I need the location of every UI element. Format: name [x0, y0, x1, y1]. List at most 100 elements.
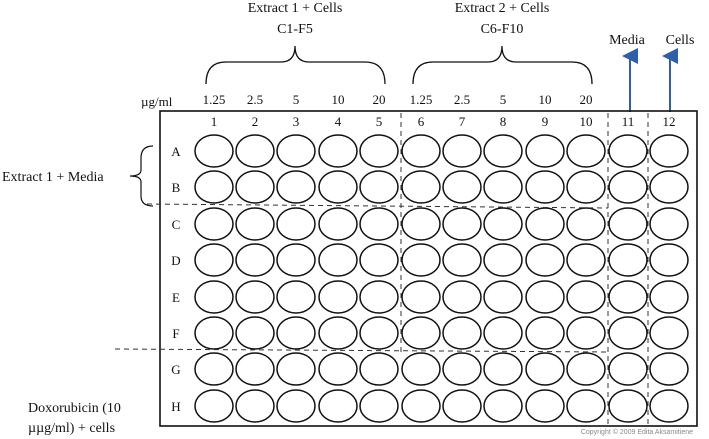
well-F3 [276, 316, 316, 350]
concentration-value: 2.5 [247, 92, 263, 107]
well-G1 [194, 352, 234, 386]
concentration-value: 10 [332, 92, 345, 107]
column-number: 2 [252, 114, 259, 129]
well-E10 [566, 280, 606, 314]
well-A1 [194, 134, 234, 168]
concentration-value: 10 [539, 92, 552, 107]
well-D4 [318, 243, 358, 277]
well-F1 [194, 316, 234, 350]
well-A11 [608, 134, 648, 168]
well-F6 [401, 316, 441, 350]
well-C2 [235, 207, 275, 241]
column-number: 3 [293, 114, 300, 129]
well-C6 [401, 207, 441, 241]
concentration-value: 20 [373, 92, 386, 107]
row-letter: F [172, 326, 179, 341]
well-C3 [276, 207, 316, 241]
well-E2 [235, 280, 275, 314]
well-H6 [401, 389, 441, 423]
column-number: 10 [580, 114, 593, 129]
column-number: 12 [663, 114, 676, 129]
well-G8 [483, 352, 523, 386]
group1-brace [205, 45, 386, 85]
divider-row-f-g [114, 348, 609, 353]
well-A8 [483, 134, 523, 168]
well-F11 [608, 316, 648, 350]
well-F2 [235, 316, 275, 350]
well-G6 [401, 352, 441, 386]
copyright-text: Copyright © 2009 Edita Aksamitiene [581, 428, 693, 436]
well-H1 [194, 389, 234, 423]
well-A3 [276, 134, 316, 168]
concentration-value: 5 [293, 92, 300, 107]
row-letter: C [172, 217, 181, 232]
well-G5 [359, 352, 399, 386]
row-letter: H [171, 399, 180, 414]
concentration-value: 1.25 [203, 92, 226, 107]
doxorubicin-label-line2: µµg/ml) + cells [28, 421, 115, 436]
well-D1 [194, 243, 234, 277]
well-E11 [608, 280, 648, 314]
group1-title: Extract 1 + Cells [248, 1, 343, 16]
column-number: 11 [622, 114, 635, 129]
well-G11 [608, 352, 648, 386]
wells [194, 134, 689, 423]
well-G2 [235, 352, 275, 386]
concentration-unit: µg/ml [141, 94, 173, 109]
divider-row-b-c [146, 203, 609, 209]
well-G9 [525, 352, 565, 386]
concentration-value: 2.5 [454, 92, 470, 107]
column-number: 1 [211, 114, 218, 129]
well-B1 [194, 170, 234, 204]
well-B6 [401, 170, 441, 204]
well-F9 [525, 316, 565, 350]
well-E7 [442, 280, 482, 314]
well-D6 [401, 243, 441, 277]
well-C8 [483, 207, 523, 241]
well-B11 [608, 170, 648, 204]
concentration-value: 5 [500, 92, 507, 107]
well-B2 [235, 170, 275, 204]
well-C12 [649, 207, 689, 241]
well-A9 [525, 134, 565, 168]
cells-label: Cells [666, 33, 695, 48]
well-E4 [318, 280, 358, 314]
well-H9 [525, 389, 565, 423]
concentration-value: 20 [580, 92, 593, 107]
well-B10 [566, 170, 606, 204]
group1-subtitle: C1-F5 [277, 22, 313, 37]
well-A4 [318, 134, 358, 168]
well-E9 [525, 280, 565, 314]
well-C4 [318, 207, 358, 241]
well-B4 [318, 170, 358, 204]
well-F10 [566, 316, 606, 350]
well-D5 [359, 243, 399, 277]
well-C7 [442, 207, 482, 241]
well-G10 [566, 352, 606, 386]
well-D9 [525, 243, 565, 277]
well-G12 [649, 352, 689, 386]
well-D11 [608, 243, 648, 277]
extract1-media-brace [129, 145, 154, 207]
well-G7 [442, 352, 482, 386]
row-letter: E [172, 290, 180, 305]
well-F12 [649, 316, 689, 350]
row-letters: A B C D E F G H [171, 144, 181, 414]
well-B5 [359, 170, 399, 204]
well-C10 [566, 207, 606, 241]
well-F4 [318, 316, 358, 350]
column-number: 7 [459, 114, 466, 129]
well-E1 [194, 280, 234, 314]
well-E8 [483, 280, 523, 314]
well-F5 [359, 316, 399, 350]
well-A10 [566, 134, 606, 168]
column-number: 6 [418, 114, 425, 129]
well-F7 [442, 316, 482, 350]
concentration-value: 1.25 [410, 92, 433, 107]
well-B12 [649, 170, 689, 204]
row-letter: G [171, 362, 180, 377]
well-A2 [235, 134, 275, 168]
row-letter: A [171, 144, 181, 159]
well-D8 [483, 243, 523, 277]
